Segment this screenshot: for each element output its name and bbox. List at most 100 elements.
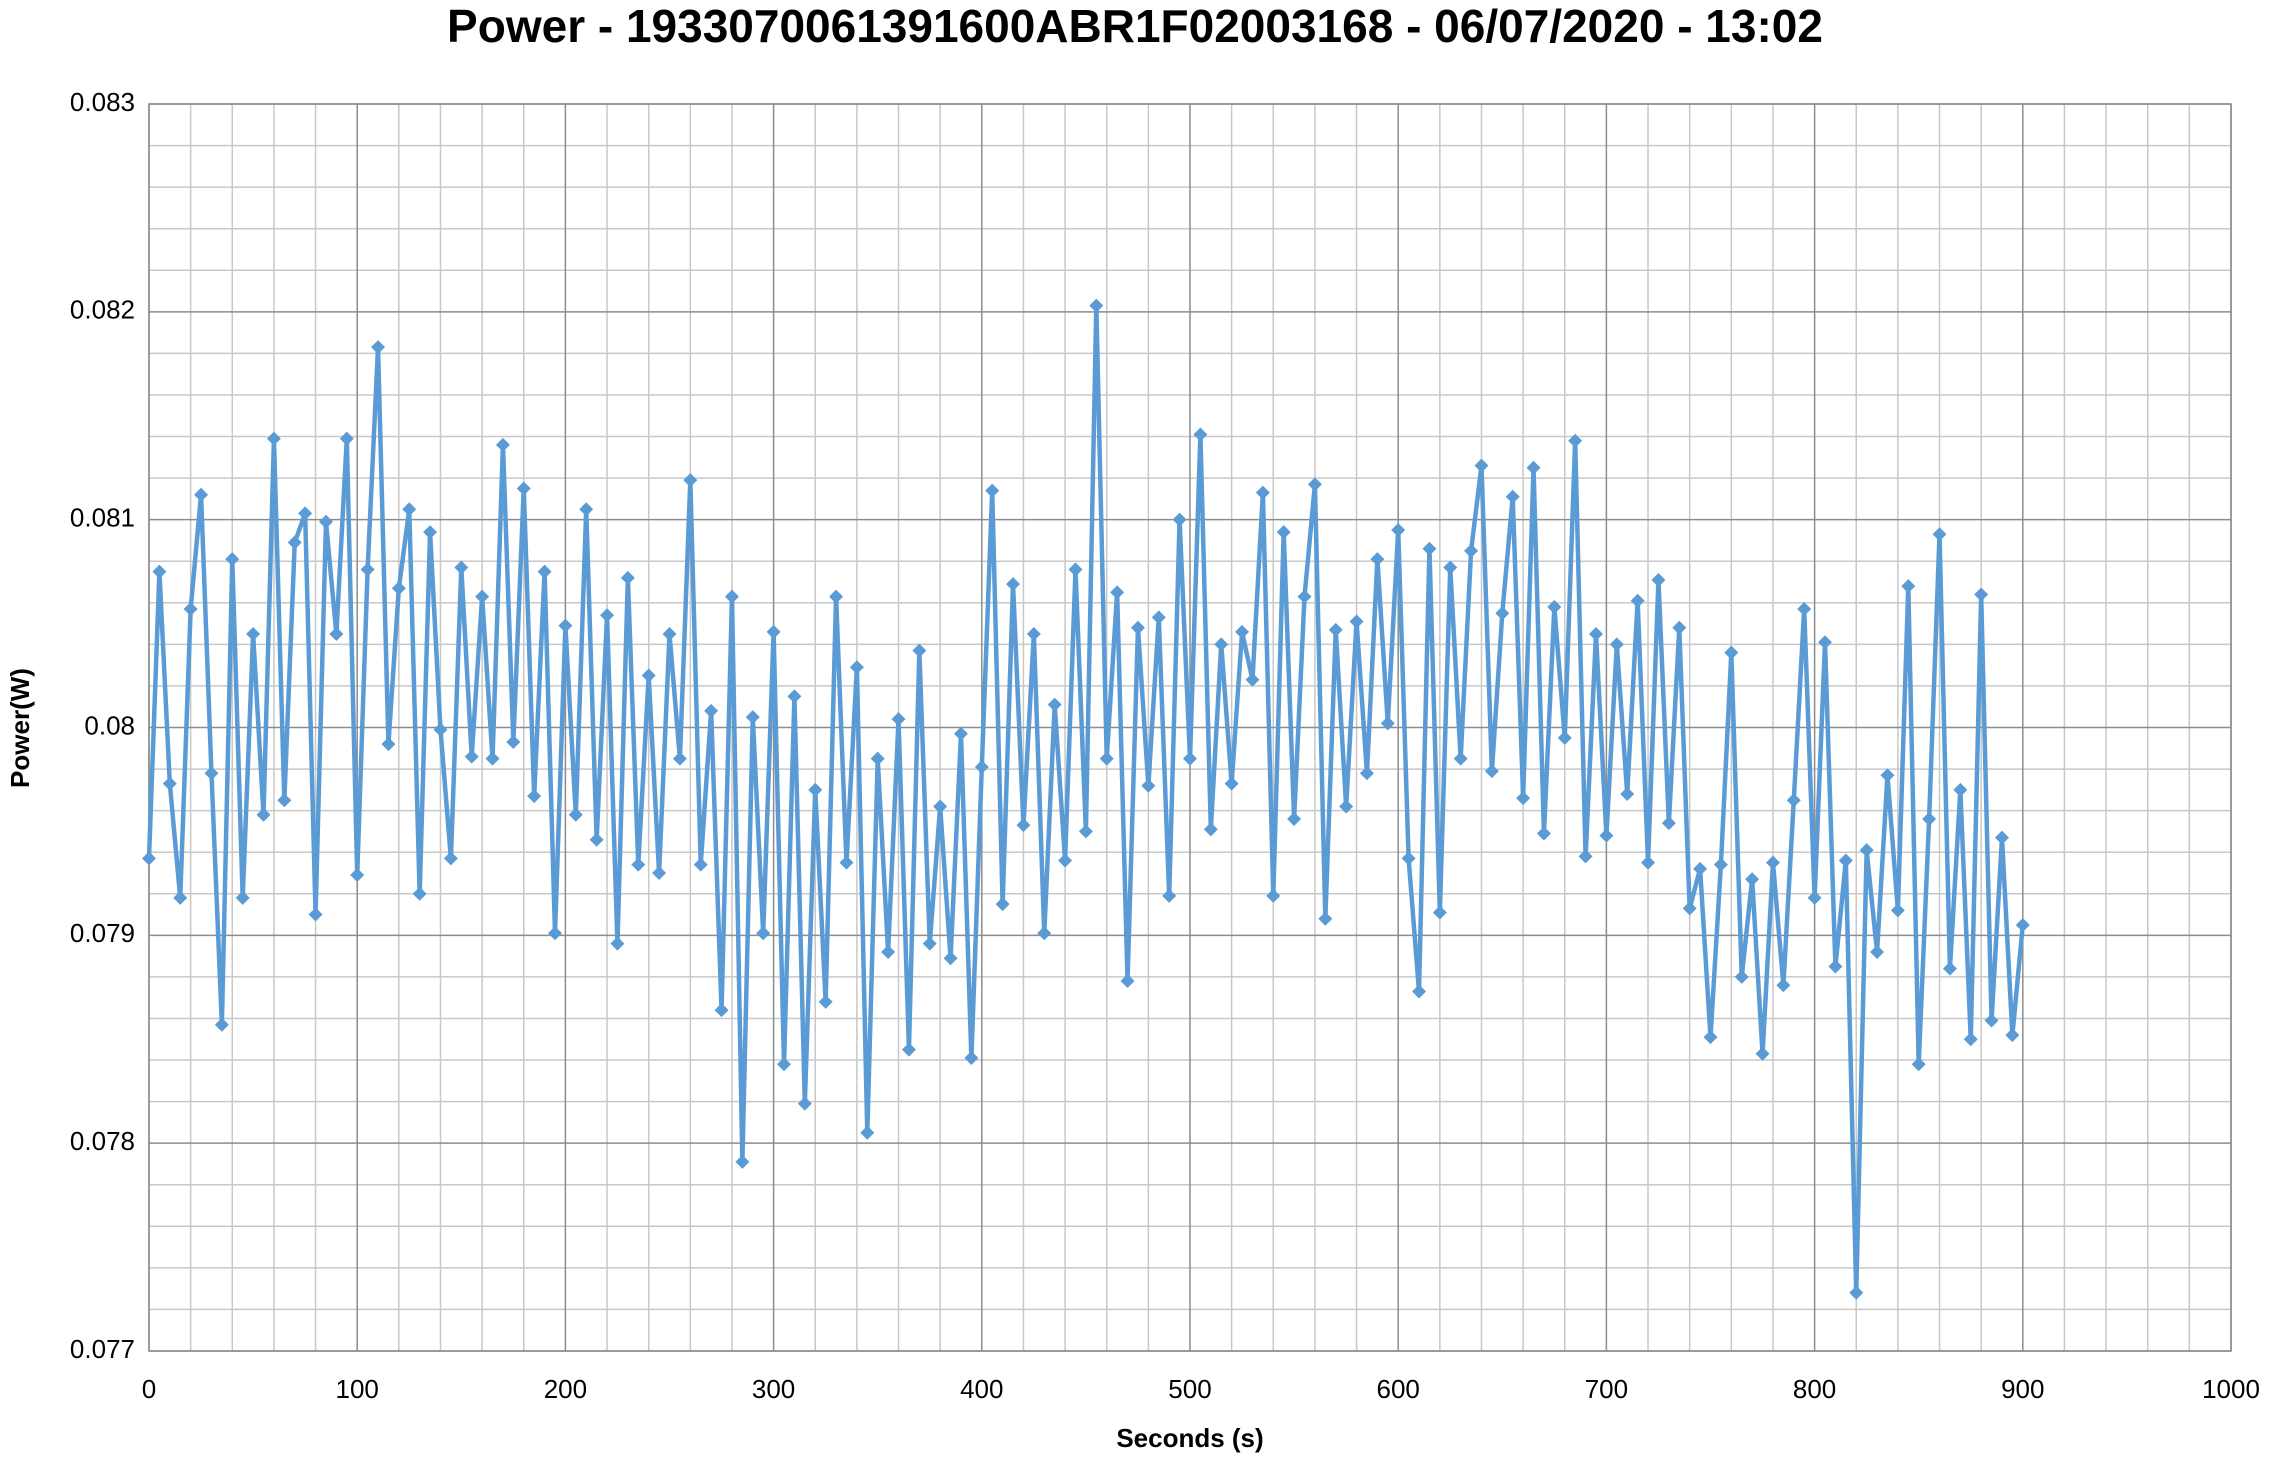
data-point [1151, 610, 1166, 625]
data-point [1193, 427, 1208, 442]
data-point [1287, 811, 1302, 826]
data-point [787, 689, 802, 704]
data-point [1984, 1013, 1999, 1028]
data-point [142, 851, 156, 866]
data-point [1026, 626, 1041, 641]
data-point [777, 1057, 792, 1072]
data-point [1682, 901, 1697, 916]
data-point [1359, 766, 1374, 781]
data-point [1703, 1030, 1718, 1045]
data-point [1536, 826, 1551, 841]
data-point [672, 751, 687, 766]
data-point [1547, 599, 1562, 614]
data-point [1078, 824, 1093, 839]
data-point [1609, 637, 1624, 652]
data-point [1661, 816, 1676, 831]
data-point [849, 660, 864, 675]
data-point [506, 735, 521, 750]
data-point [1120, 974, 1135, 989]
data-point [1328, 622, 1343, 637]
data-point [256, 807, 271, 822]
y-tick-label: 0.081 [70, 503, 135, 533]
data-point [1443, 560, 1458, 575]
data-point [2005, 1028, 2020, 1043]
data-point [1620, 787, 1635, 802]
x-tick-label: 400 [960, 1374, 1003, 1404]
data-point [1838, 853, 1853, 868]
data-point [1953, 782, 1968, 797]
data-point [1870, 944, 1885, 959]
data-point [1412, 984, 1427, 999]
data-point [1380, 716, 1395, 731]
data-point [1172, 512, 1187, 527]
data-point [318, 514, 333, 529]
data-point [1588, 626, 1603, 641]
data-point [995, 897, 1010, 912]
data-point [568, 807, 583, 822]
data-point [1963, 1032, 1978, 1047]
x-tick-label: 700 [1585, 1374, 1628, 1404]
data-line [146, 303, 2026, 1296]
data-point [1828, 959, 1843, 974]
data-point [974, 759, 989, 774]
data-point [1214, 637, 1229, 652]
data-point [589, 832, 604, 847]
data-point [652, 865, 667, 880]
data-point [329, 626, 344, 641]
data-point [1724, 645, 1739, 660]
data-point [620, 570, 635, 585]
data-point [350, 868, 365, 883]
data-point [360, 562, 375, 577]
data-point [1516, 791, 1531, 806]
data-point [1818, 635, 1833, 650]
data-point [537, 564, 552, 579]
data-point [1058, 853, 1073, 868]
data-point [797, 1096, 812, 1111]
y-axis-label: Power(W) [5, 668, 35, 788]
x-tick-label: 100 [336, 1374, 379, 1404]
data-point [194, 487, 209, 502]
x-tick-label: 800 [1793, 1374, 1836, 1404]
data-point [839, 855, 854, 870]
x-tick-label: 500 [1168, 1374, 1211, 1404]
data-point [756, 926, 771, 941]
plot-frame [148, 103, 2232, 1352]
data-point [1734, 969, 1749, 984]
data-point [204, 766, 219, 781]
data-point [1203, 822, 1218, 837]
y-tick-label: 0.077 [70, 1334, 135, 1364]
y-tick-label: 0.08 [84, 710, 135, 740]
x-tick-label: 300 [752, 1374, 795, 1404]
x-axis-label: Seconds (s) [1116, 1423, 1263, 1453]
data-point [745, 710, 760, 725]
data-point [964, 1050, 979, 1065]
data-point [922, 936, 937, 951]
data-point [870, 751, 885, 766]
data-point [391, 581, 406, 596]
data-point [1859, 843, 1874, 858]
data-point [1422, 541, 1437, 556]
data-point [1432, 905, 1447, 920]
data-point [1016, 818, 1031, 833]
x-tick-label: 0 [142, 1374, 156, 1404]
data-point [1526, 460, 1541, 475]
data-point [610, 936, 625, 951]
data-point [1297, 589, 1312, 604]
data-point [1651, 572, 1666, 587]
data-point [1089, 298, 1104, 313]
data-point [1578, 849, 1593, 864]
data-point [1557, 730, 1572, 745]
data-point [287, 535, 302, 550]
data-point [464, 749, 479, 764]
data-point [1890, 903, 1905, 918]
data-point [1755, 1046, 1770, 1061]
data-point [339, 431, 354, 446]
y-tick-label: 0.082 [70, 295, 135, 325]
data-point [953, 726, 968, 741]
y-tick-label: 0.083 [70, 87, 135, 117]
data-point [495, 437, 510, 452]
data-point [1974, 587, 1989, 602]
data-point [901, 1042, 916, 1057]
data-point [152, 564, 167, 579]
